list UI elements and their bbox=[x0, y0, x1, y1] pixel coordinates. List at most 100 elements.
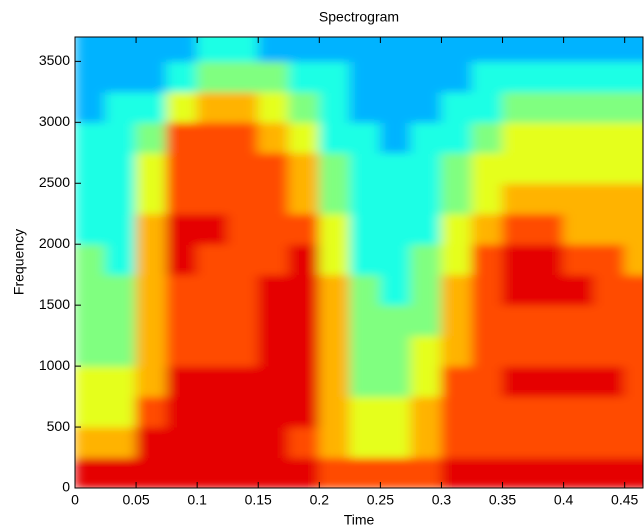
heatmap-cell bbox=[471, 426, 504, 459]
heatmap-cell bbox=[105, 335, 137, 367]
heatmap-cell bbox=[563, 243, 595, 276]
heatmap-cell bbox=[318, 121, 351, 154]
heatmap-cell bbox=[318, 457, 351, 488]
heatmap-cell bbox=[502, 60, 534, 93]
heatmap-cell bbox=[75, 60, 107, 93]
x-tick-label: 0.15 bbox=[245, 492, 272, 508]
heatmap-cell bbox=[440, 91, 473, 123]
heatmap-cell bbox=[440, 213, 473, 245]
heatmap-cell bbox=[593, 396, 626, 428]
heatmap-cell bbox=[227, 182, 259, 215]
heatmap-cell bbox=[502, 426, 534, 459]
y-tick-label: 3500 bbox=[39, 52, 70, 68]
y-tick-label: 2000 bbox=[39, 235, 70, 251]
heatmap-cell bbox=[318, 182, 351, 215]
heatmap-cell bbox=[471, 304, 504, 337]
heatmap-cell bbox=[502, 91, 534, 123]
heatmap-cell bbox=[349, 182, 381, 215]
heatmap-cell bbox=[75, 426, 107, 459]
y-tick-label: 0 bbox=[62, 479, 70, 495]
heatmap-cell bbox=[196, 365, 229, 398]
chart-title: Spectrogram bbox=[319, 9, 399, 25]
heatmap-cell bbox=[502, 152, 534, 184]
heatmap-cell bbox=[563, 396, 595, 428]
heatmap-cell bbox=[563, 304, 595, 337]
heatmap-cell bbox=[288, 274, 320, 306]
heatmap-cell bbox=[593, 37, 626, 62]
heatmap-cell bbox=[532, 152, 565, 184]
heatmap-cell bbox=[166, 243, 198, 276]
heatmap-cell bbox=[440, 60, 473, 93]
heatmap-cell bbox=[593, 243, 626, 276]
heatmap-cell bbox=[532, 243, 565, 276]
heatmap-cell bbox=[318, 213, 351, 245]
heatmap-cell bbox=[440, 304, 473, 337]
heatmap-cell bbox=[379, 152, 412, 184]
heatmap-cell bbox=[288, 365, 320, 398]
heatmap-cell bbox=[532, 91, 565, 123]
heatmap-cell bbox=[227, 274, 259, 306]
heatmap-cell bbox=[471, 37, 504, 62]
heatmap-cell bbox=[135, 243, 168, 276]
heatmap-cell bbox=[563, 426, 595, 459]
heatmap-cell bbox=[624, 60, 643, 93]
heatmap-cell bbox=[593, 152, 626, 184]
heatmap-cell bbox=[288, 152, 320, 184]
heatmap-cell bbox=[75, 152, 107, 184]
heatmap-cell bbox=[624, 152, 643, 184]
heatmap-cell bbox=[563, 457, 595, 488]
heatmap-cell bbox=[196, 182, 229, 215]
heatmap-cell bbox=[471, 457, 504, 488]
heatmap-cell bbox=[379, 243, 412, 276]
heatmap-cell bbox=[105, 426, 137, 459]
heatmap-cell bbox=[349, 213, 381, 245]
heatmap-cell bbox=[105, 91, 137, 123]
heatmap-cell bbox=[135, 335, 168, 367]
heatmap-cell bbox=[410, 335, 442, 367]
heatmap-cell bbox=[349, 37, 381, 62]
heatmap-cell bbox=[563, 91, 595, 123]
heatmap-cell bbox=[196, 304, 229, 337]
heatmap-cell bbox=[624, 182, 643, 215]
heatmap-cell bbox=[563, 152, 595, 184]
heatmap-cell bbox=[563, 213, 595, 245]
heatmap-cell bbox=[105, 274, 137, 306]
y-tick-label: 2500 bbox=[39, 174, 70, 190]
heatmap-cell bbox=[166, 152, 198, 184]
heatmap-cell bbox=[379, 426, 412, 459]
heatmap-cell bbox=[227, 243, 259, 276]
x-tick-label: 0.05 bbox=[122, 492, 149, 508]
heatmap-cell bbox=[75, 365, 107, 398]
y-tick-label: 1000 bbox=[39, 357, 70, 373]
heatmap-cell bbox=[257, 396, 290, 428]
heatmap-cell bbox=[593, 121, 626, 154]
heatmap-cell bbox=[257, 121, 290, 154]
heatmap-cell bbox=[471, 365, 504, 398]
heatmap-cell bbox=[288, 426, 320, 459]
heatmap-cell bbox=[257, 274, 290, 306]
y-axis-label: Frequency bbox=[11, 229, 27, 295]
heatmap-cell bbox=[624, 37, 643, 62]
heatmap-cell bbox=[135, 37, 168, 62]
heatmap-cell bbox=[75, 121, 107, 154]
heatmap-cell bbox=[135, 213, 168, 245]
heatmap-cell bbox=[135, 152, 168, 184]
x-tick-label: 0.45 bbox=[611, 492, 638, 508]
x-tick-label: 0.3 bbox=[432, 492, 452, 508]
heatmap-cell bbox=[624, 457, 643, 488]
heatmap-cell bbox=[532, 274, 565, 306]
heatmap-cell bbox=[135, 60, 168, 93]
x-tick-label: 0.2 bbox=[310, 492, 330, 508]
heatmap-cell bbox=[105, 182, 137, 215]
heatmap-cell bbox=[318, 274, 351, 306]
heatmap-cell bbox=[196, 335, 229, 367]
heatmap-cell bbox=[257, 335, 290, 367]
heatmap-cell bbox=[166, 182, 198, 215]
heatmap-cell bbox=[471, 396, 504, 428]
heatmap-cell bbox=[532, 37, 565, 62]
heatmap-cell bbox=[410, 213, 442, 245]
heatmap-cell bbox=[471, 335, 504, 367]
heatmap-cell bbox=[563, 335, 595, 367]
heatmap-cell bbox=[379, 335, 412, 367]
